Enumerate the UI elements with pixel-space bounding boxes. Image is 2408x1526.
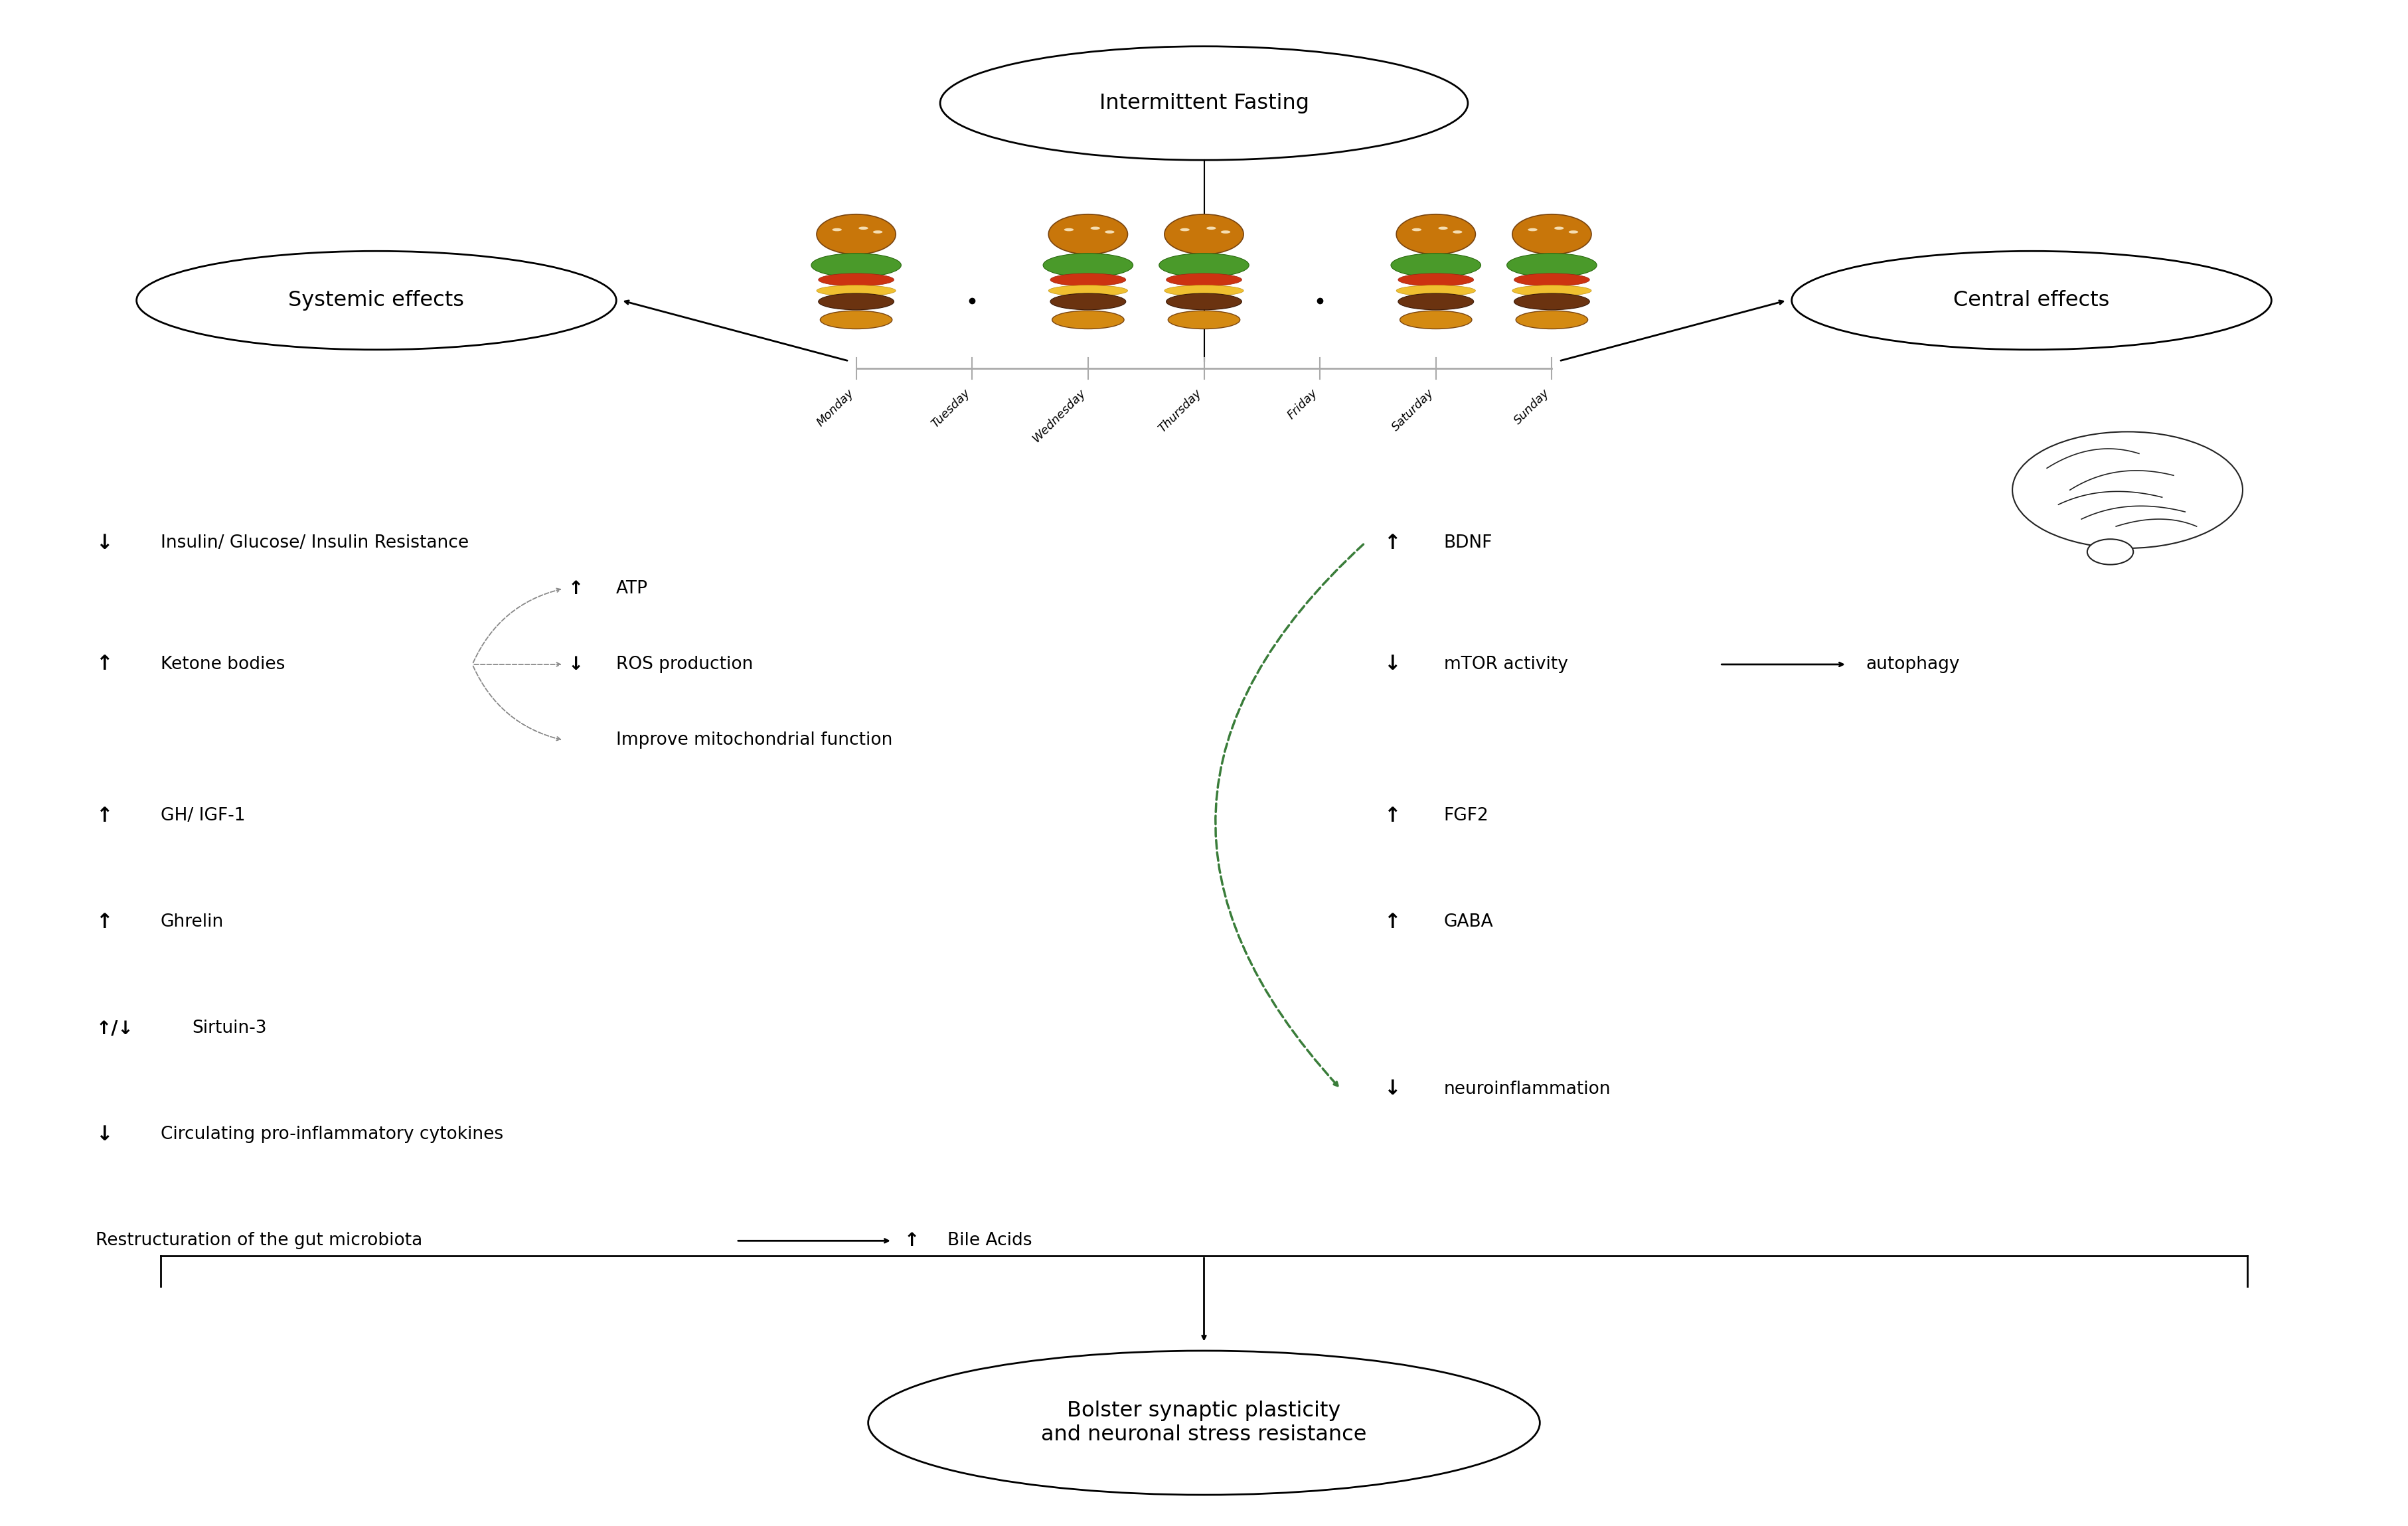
Text: Improve mitochondrial function: Improve mitochondrial function bbox=[616, 731, 893, 749]
Ellipse shape bbox=[874, 230, 884, 233]
Ellipse shape bbox=[1512, 214, 1592, 255]
Ellipse shape bbox=[2013, 432, 2242, 548]
Ellipse shape bbox=[1168, 311, 1240, 330]
Ellipse shape bbox=[1452, 230, 1462, 233]
Ellipse shape bbox=[1047, 214, 1127, 255]
Ellipse shape bbox=[819, 293, 893, 310]
Text: ↓: ↓ bbox=[96, 1125, 113, 1144]
Ellipse shape bbox=[1507, 253, 1597, 278]
Text: GH/ IGF-1: GH/ IGF-1 bbox=[161, 807, 246, 824]
Text: ↑: ↑ bbox=[1385, 806, 1401, 826]
Text: ↑: ↑ bbox=[903, 1231, 920, 1250]
Ellipse shape bbox=[1180, 229, 1190, 232]
Ellipse shape bbox=[1568, 230, 1577, 233]
Ellipse shape bbox=[1515, 293, 1589, 310]
Text: ↓: ↓ bbox=[96, 534, 113, 552]
Ellipse shape bbox=[860, 227, 869, 230]
Text: ROS production: ROS production bbox=[616, 656, 754, 673]
Text: ↑: ↑ bbox=[96, 655, 113, 674]
Text: Tuesday: Tuesday bbox=[929, 386, 973, 430]
Ellipse shape bbox=[1438, 227, 1447, 230]
Ellipse shape bbox=[1399, 293, 1474, 310]
Ellipse shape bbox=[1047, 285, 1127, 296]
Ellipse shape bbox=[1165, 293, 1243, 310]
Text: ↓: ↓ bbox=[1385, 1079, 1401, 1099]
Ellipse shape bbox=[1399, 311, 1471, 330]
Ellipse shape bbox=[1052, 311, 1125, 330]
Ellipse shape bbox=[833, 229, 843, 232]
Text: Sunday: Sunday bbox=[1512, 386, 1551, 427]
Ellipse shape bbox=[821, 311, 891, 330]
Ellipse shape bbox=[1043, 253, 1134, 278]
Text: ↓: ↓ bbox=[568, 655, 583, 673]
Text: Wednesday: Wednesday bbox=[1031, 386, 1088, 444]
Text: Thursday: Thursday bbox=[1156, 386, 1204, 435]
Ellipse shape bbox=[1397, 214, 1476, 255]
Ellipse shape bbox=[1515, 273, 1589, 285]
Ellipse shape bbox=[1050, 293, 1127, 310]
Text: ↑: ↑ bbox=[96, 806, 113, 826]
Text: Insulin/ Glucose/ Insulin Resistance: Insulin/ Glucose/ Insulin Resistance bbox=[161, 534, 470, 552]
Text: neuroinflammation: neuroinflammation bbox=[1445, 1080, 1611, 1097]
Ellipse shape bbox=[1165, 273, 1243, 285]
Text: mTOR activity: mTOR activity bbox=[1445, 656, 1568, 673]
Ellipse shape bbox=[1392, 253, 1481, 278]
Text: ↑: ↑ bbox=[1385, 534, 1401, 552]
Ellipse shape bbox=[1527, 229, 1536, 232]
Ellipse shape bbox=[1553, 227, 1563, 230]
Ellipse shape bbox=[816, 214, 896, 255]
Text: ↓: ↓ bbox=[1385, 655, 1401, 674]
Ellipse shape bbox=[819, 273, 893, 285]
Ellipse shape bbox=[811, 253, 901, 278]
Ellipse shape bbox=[1165, 214, 1243, 255]
Text: Restructuration of the gut microbiota: Restructuration of the gut microbiota bbox=[96, 1231, 421, 1250]
Text: BDNF: BDNF bbox=[1445, 534, 1493, 552]
Ellipse shape bbox=[816, 285, 896, 296]
Ellipse shape bbox=[1206, 227, 1216, 230]
Ellipse shape bbox=[1221, 230, 1230, 233]
Text: Bolster synaptic plasticity
and neuronal stress resistance: Bolster synaptic plasticity and neuronal… bbox=[1040, 1401, 1368, 1445]
Text: Bile Acids: Bile Acids bbox=[946, 1231, 1033, 1250]
Text: ↑: ↑ bbox=[568, 580, 583, 598]
Text: ↑: ↑ bbox=[96, 913, 113, 932]
Text: GABA: GABA bbox=[1445, 914, 1493, 931]
Text: Friday: Friday bbox=[1286, 386, 1320, 421]
Text: FGF2: FGF2 bbox=[1445, 807, 1488, 824]
Text: Ketone bodies: Ketone bodies bbox=[161, 656, 284, 673]
Text: Intermittent Fasting: Intermittent Fasting bbox=[1098, 93, 1310, 113]
Ellipse shape bbox=[1165, 285, 1243, 296]
Text: Circulating pro-inflammatory cytokines: Circulating pro-inflammatory cytokines bbox=[161, 1126, 503, 1143]
Ellipse shape bbox=[1050, 273, 1127, 285]
Ellipse shape bbox=[1397, 285, 1476, 296]
Text: Central effects: Central effects bbox=[1953, 290, 2109, 311]
Ellipse shape bbox=[2088, 539, 2133, 565]
Ellipse shape bbox=[1399, 273, 1474, 285]
Ellipse shape bbox=[1091, 227, 1100, 230]
Text: ↑: ↑ bbox=[1385, 913, 1401, 932]
Text: Systemic effects: Systemic effects bbox=[289, 290, 465, 311]
Ellipse shape bbox=[1517, 311, 1587, 330]
Text: Saturday: Saturday bbox=[1389, 386, 1435, 433]
Ellipse shape bbox=[1064, 229, 1074, 232]
Text: ATP: ATP bbox=[616, 580, 648, 597]
Text: ↑/↓: ↑/↓ bbox=[96, 1019, 132, 1038]
Ellipse shape bbox=[1411, 229, 1421, 232]
Text: autophagy: autophagy bbox=[1866, 656, 1960, 673]
Text: Monday: Monday bbox=[814, 386, 857, 429]
Ellipse shape bbox=[1512, 285, 1592, 296]
Text: Ghrelin: Ghrelin bbox=[161, 914, 224, 931]
Ellipse shape bbox=[1105, 230, 1115, 233]
Text: Sirtuin-3: Sirtuin-3 bbox=[193, 1019, 267, 1038]
Ellipse shape bbox=[1158, 253, 1250, 278]
